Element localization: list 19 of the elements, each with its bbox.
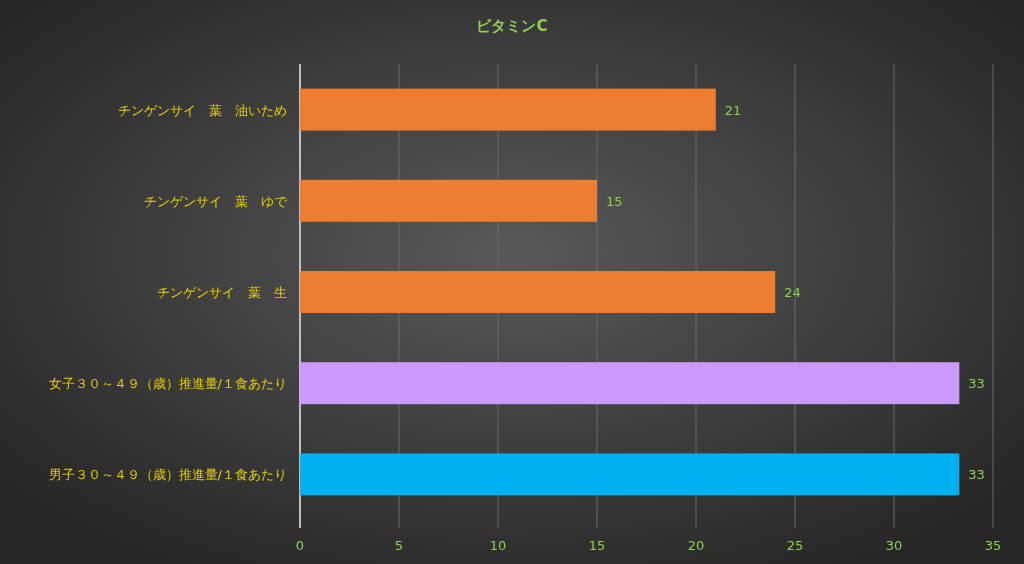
y-tick-label: チンゲンサイ 葉 ゆで <box>144 193 288 209</box>
data-label: 33 <box>968 376 985 392</box>
x-tick-label: 15 <box>588 538 606 553</box>
data-label: 24 <box>784 285 801 300</box>
x-tick-label: 5 <box>394 538 404 553</box>
data-label: 15 <box>606 193 623 209</box>
data-label: 21 <box>724 102 742 118</box>
y-tick-label: チンゲンサイ 葉 油いため <box>118 102 287 118</box>
y-tick-label: 女子３０～４９（歳）推進量/１食あたり <box>48 376 287 392</box>
chart-title: ビタミンC <box>476 17 548 35</box>
data-label: 33 <box>968 467 985 483</box>
x-tick-label: 10 <box>489 538 507 553</box>
x-tick-label: 30 <box>885 538 903 553</box>
y-tick-label: 男子３０～４９（歳）推進量/１食あたり <box>48 467 287 483</box>
x-tick-label: 0 <box>295 538 305 553</box>
x-tick-label: 20 <box>687 538 705 553</box>
x-tick-label: 35 <box>984 538 1002 553</box>
x-tick-label: 25 <box>786 538 804 553</box>
y-tick-label: チンゲンサイ 葉 生 <box>157 285 287 300</box>
